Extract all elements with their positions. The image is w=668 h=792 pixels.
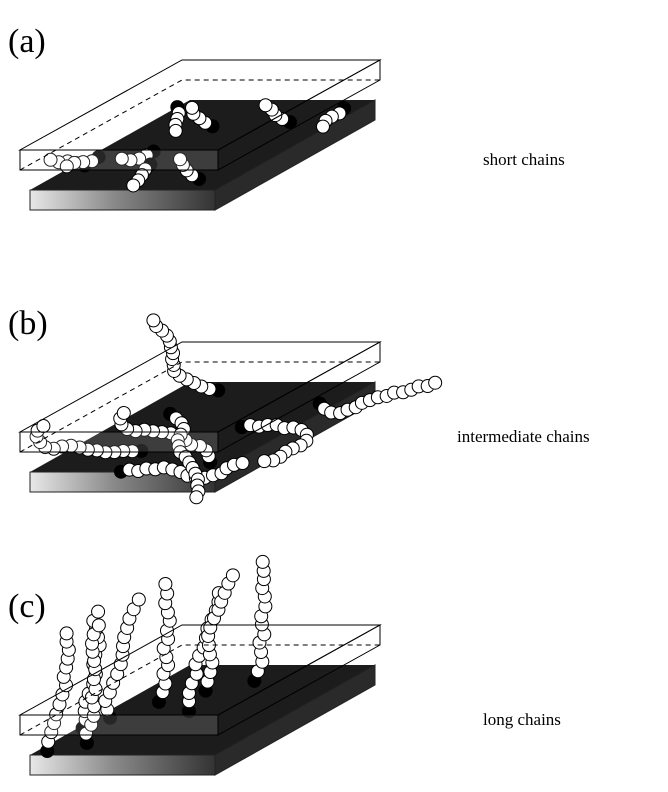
panel-label: (b) <box>8 305 48 342</box>
bead <box>159 577 172 590</box>
bead <box>190 491 203 504</box>
figure: (a) short chains (b) intermediate chains… <box>0 0 668 792</box>
panel-label: (c) <box>8 588 46 625</box>
panel-label: (a) <box>8 23 46 60</box>
panel-caption: short chains <box>483 150 565 169</box>
bead <box>316 120 329 133</box>
bead <box>186 101 199 114</box>
bead <box>236 457 249 470</box>
substrate-front <box>30 190 215 210</box>
bead <box>92 605 105 618</box>
plate-front <box>20 715 218 735</box>
bead <box>256 555 269 568</box>
bead <box>127 179 140 192</box>
bead <box>226 569 239 582</box>
bead <box>132 593 145 606</box>
panel-caption: intermediate chains <box>457 427 590 446</box>
bead <box>169 124 182 137</box>
plate-front <box>20 150 218 170</box>
bead <box>259 99 272 112</box>
plate-front <box>20 432 218 452</box>
bead <box>258 455 271 468</box>
panel-caption: long chains <box>483 710 561 729</box>
bead <box>92 619 105 632</box>
substrate-front <box>30 755 215 775</box>
bead <box>60 627 73 640</box>
bead <box>117 406 130 419</box>
bead <box>147 314 160 327</box>
bead <box>429 376 442 389</box>
